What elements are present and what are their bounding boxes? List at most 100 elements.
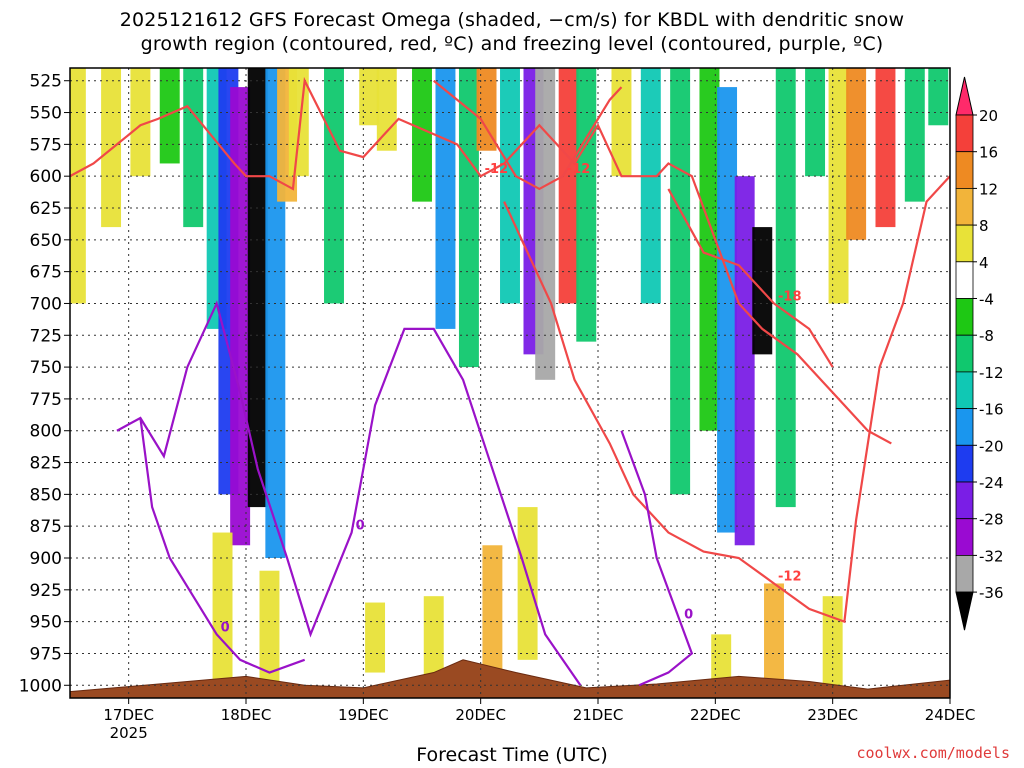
colorbar-tick-label: -12 [979,364,1004,382]
dgz-contour-label: -18 [778,289,802,304]
colorbar: 20 16 12 8 4 -4 -8 -12 -16 -20 -24 -28 -32 -36 [955,76,1004,631]
colorbar-segment [955,151,974,189]
colorbar-segment [955,261,974,299]
colorbar-segment [955,187,974,226]
colorbar-tick-label: 20 [979,107,998,125]
omega-band [517,507,538,660]
dgz-contour-line [667,188,834,368]
colorbar-segment [955,408,974,446]
omega-band [699,68,720,431]
freezing-level-contour-label: 0 [684,608,693,623]
omega-band [828,68,849,304]
y-tick-label: 525 [30,72,62,92]
omega-band [412,68,432,202]
x-tick-label: 23DEC [807,706,858,724]
x-tick-label: 24DEC [925,706,976,724]
colorbar-tick-label: -16 [979,401,1004,419]
omega-band [101,68,122,228]
y-tick-label: 775 [30,390,62,410]
x-axis-title: Forecast Time (UTC) [416,744,608,766]
colorbar-tick-label: -24 [979,474,1004,492]
omega-band [376,68,397,151]
omega-band [159,68,180,164]
omega-band [640,68,661,304]
dgz-contour-label: -12 [778,569,802,584]
omega-band [130,68,151,177]
omega-band [734,176,755,546]
y-tick-label: 925 [30,581,62,601]
x-tick-label: 19DEC [338,706,389,724]
chart-title-line2: growth region (contoured, red, ºC) and f… [140,33,884,55]
omega-band [482,545,503,673]
dgz-contour-label: -12 [485,162,509,177]
y-tick-label: 725 [30,326,62,346]
dgz-contour-line [503,175,950,624]
plot-frame [69,67,951,699]
omega-band [183,68,204,228]
omega-band [247,68,268,508]
colorbar-bottom-arrow [955,591,974,631]
omega-band [576,68,597,342]
colorbar-segment [955,114,974,153]
x-tick-label: 20DEC [455,706,506,724]
omega-band [764,583,784,686]
y-tick-label: 750 [30,358,62,378]
omega-band [711,634,732,686]
omega-band [875,68,896,228]
omega-band [435,68,456,329]
colorbar-segment [955,555,974,593]
omega-band [423,596,444,686]
colorbar-segment [955,298,974,336]
colorbar-segment [955,444,974,483]
colorbar-tick-label: -28 [979,511,1004,529]
y-tick-label: 800 [30,422,62,442]
y-tick-label: 950 [30,613,62,633]
omega-band [535,68,556,380]
colorbar-tick-label: 4 [979,254,989,272]
colorbar-segment [955,518,974,556]
omega-band [359,68,380,126]
y-tick-label: 825 [30,454,62,474]
colorbar-tick-label: 16 [979,144,998,162]
omega-band [365,602,386,673]
colorbar-tick-label: 12 [979,180,998,198]
colorbar-segment [955,334,974,373]
colorbar-segment [955,371,974,409]
freezing-level-contour-line [139,417,306,674]
omega-band [611,68,632,177]
credit-text: coolwx.com/models [856,744,1010,762]
colorbar-tick-label: -8 [979,327,994,345]
x-tick-sublabel: 2025 [110,724,148,742]
y-tick-label: 700 [30,294,62,314]
contour-lines: -12 -12 -18 -12 0 0 0 [70,76,950,687]
grid-lines [70,68,950,698]
x-tick-label: 18DEC [221,706,272,724]
y-tick-label: 550 [30,104,62,124]
freezing-level-contour-label: 0 [356,519,365,534]
omega-shading [70,68,949,686]
colorbar-top-arrow [955,76,974,116]
omega-band [500,68,520,304]
omega-band [259,570,280,686]
omega-band [324,68,344,304]
dgz-contour-line [433,79,623,191]
colorbar-tick-label: -36 [979,584,1004,602]
omega-band [717,87,738,533]
y-tick-label: 975 [30,644,62,664]
freezing-level-contour-label: 0 [221,620,230,635]
y-tick-label: 875 [30,517,62,537]
terrain-layer [70,659,950,698]
chart-title-line1: 2025121612 GFS Forecast Omega (shaded, −… [119,9,905,31]
freezing-level-contour-line [116,300,582,686]
omega-band [846,68,867,240]
y-tick-label: 650 [30,231,62,251]
y-axis: 525 550 575 600 625 650 675 700 725 750 775 800 825 8… [19,72,70,696]
y-tick-label: 600 [30,167,62,187]
terrain-surface [70,659,950,698]
omega-band [70,68,86,304]
y-tick-label: 1000 [19,676,62,696]
y-tick-label: 850 [30,485,62,505]
colorbar-tick-label: 8 [979,217,989,235]
